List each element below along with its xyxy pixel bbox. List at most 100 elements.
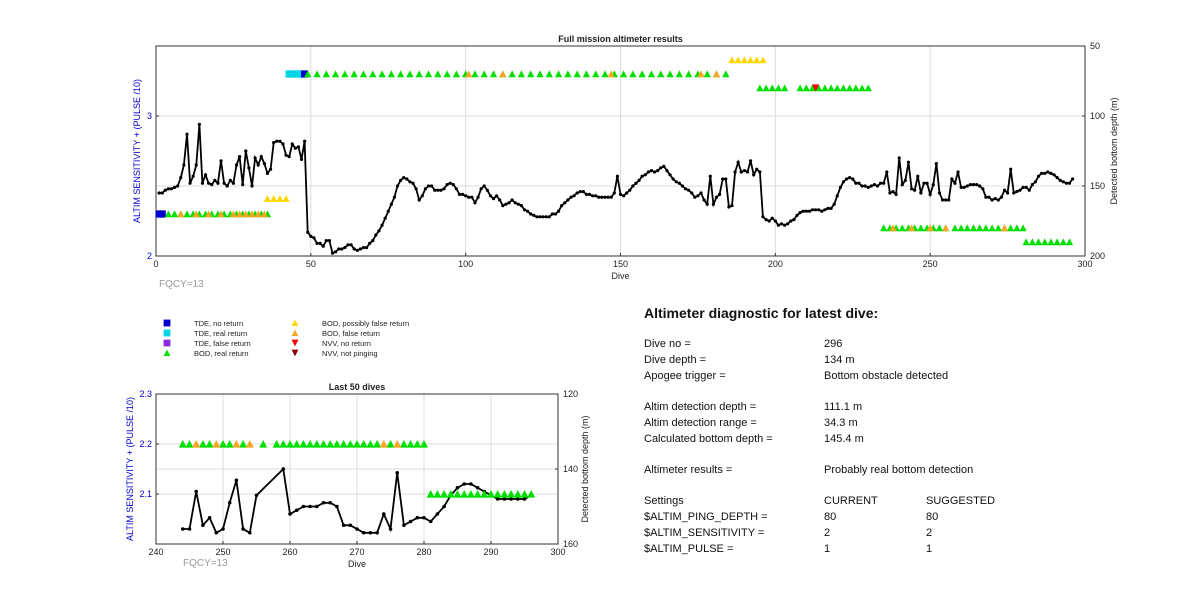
bottom-depth-point xyxy=(519,204,524,208)
marker-bod-real-return xyxy=(988,224,996,232)
bottom-depth-point xyxy=(984,195,988,199)
marker-bod-real-return xyxy=(369,70,377,78)
x-tick-label: 290 xyxy=(483,547,498,557)
marker-bod-real-return xyxy=(359,70,368,78)
bottom-depth-point xyxy=(925,181,929,185)
marker-bod-real-return xyxy=(480,70,488,78)
bottom-depth-point xyxy=(185,132,189,136)
bottom-depth-point xyxy=(470,195,474,199)
bottom-depth-point xyxy=(341,523,346,528)
bottom-depth-point xyxy=(615,174,620,178)
bottom-depth-point xyxy=(717,192,722,196)
bottom-depth-point xyxy=(783,223,787,227)
bottom-depth-point xyxy=(375,530,379,535)
bottom-depth-point xyxy=(181,527,185,531)
bottom-depth-point xyxy=(476,195,480,199)
bottom-depth-point xyxy=(683,187,688,191)
bottom-depth-point xyxy=(875,184,880,188)
fqcy-annotation: FQCY=13 xyxy=(159,279,204,290)
bottom-depth-point xyxy=(213,178,217,182)
bottom-depth-point xyxy=(417,198,421,202)
bottom-depth-point xyxy=(854,181,858,185)
y-right-tick-label: 150 xyxy=(1090,181,1105,191)
x-axis-label: Dive xyxy=(611,271,629,281)
marker-bod-real-return xyxy=(573,70,581,78)
bottom-depth-point xyxy=(207,515,212,520)
marker-bod-real-return xyxy=(313,70,321,78)
bottom-depth-point xyxy=(721,177,725,181)
bottom-depth-point xyxy=(335,504,339,509)
marker-bod-real-return xyxy=(1053,238,1061,246)
marker-bod-real-return xyxy=(453,490,462,498)
bottom-depth-point xyxy=(959,185,963,189)
bottom-depth-point xyxy=(256,163,260,167)
bottom-depth-point xyxy=(318,241,322,245)
bottom-depth-point xyxy=(975,183,979,187)
bottom-depth-point xyxy=(999,195,1003,199)
marker-bod-real-return xyxy=(839,84,848,92)
detection-depth-label: Altim detection depth = xyxy=(644,401,757,413)
marker-bod-real-return xyxy=(774,84,783,92)
bottom-depth-point xyxy=(646,170,650,174)
marker-bod-real-return xyxy=(366,440,375,448)
bottom-depth-point xyxy=(248,530,252,535)
bottom-depth-point xyxy=(526,209,530,213)
x-tick-label: 250 xyxy=(215,547,230,557)
marker-bod-real-return xyxy=(378,70,386,78)
bottom-depth-point xyxy=(888,191,892,195)
bottom-depth-point xyxy=(606,195,610,199)
marker-bod-false-return xyxy=(926,224,934,232)
marker-bod-false-return xyxy=(242,210,250,218)
marker-bod-real-return xyxy=(508,70,516,78)
bottom-depth-point xyxy=(442,187,446,191)
bottom-depth-point xyxy=(900,183,904,187)
bottom-depth-point xyxy=(872,183,877,187)
marker-bod-real-return xyxy=(406,440,415,448)
bottom-depth-point xyxy=(813,208,818,212)
bottom-depth-point xyxy=(420,194,424,198)
bottom-depth-point xyxy=(200,181,205,185)
marker-bod-false-return xyxy=(379,440,388,448)
bottom-depth-point xyxy=(885,170,889,174)
marker-bod-real-return xyxy=(292,440,301,448)
altimeter-results-value: Probably real bottom detection xyxy=(824,464,974,476)
bottom-depth-point xyxy=(1015,190,1019,194)
marker-bod-real-return xyxy=(304,70,312,78)
bottom-depth-point xyxy=(826,206,830,210)
bottom-depth-point xyxy=(1040,171,1044,175)
sensitivity-label: $ALTIM_SENSITIVITY = xyxy=(644,527,765,539)
marker-bod-real-return xyxy=(415,70,423,78)
bottom-depth-point xyxy=(761,215,765,219)
marker-bod-false-return xyxy=(889,224,897,232)
bottom-depth-point xyxy=(544,215,548,219)
marker-bod-real-return xyxy=(1028,238,1036,246)
bottom-depth-point xyxy=(299,157,304,161)
bottom-depth-point xyxy=(597,195,601,199)
bottom-depth-point xyxy=(207,181,211,185)
bottom-depth-point xyxy=(600,195,604,199)
legend-marker xyxy=(163,319,171,327)
marker-bod-real-return xyxy=(545,70,553,78)
marker-bod-possibly-false-return xyxy=(270,195,278,202)
bottom-depth-point xyxy=(361,530,366,535)
marker-bod-real-return xyxy=(666,70,674,78)
bottom-depth-point xyxy=(216,181,220,185)
y-right-tick-label: 100 xyxy=(1090,111,1105,121)
fqcy-annotation: FQCY=13 xyxy=(183,558,228,569)
y-left-axis-label: ALTIM SENSITIVITY + (PULSE /10) xyxy=(125,397,135,541)
bottom-depth-point xyxy=(501,204,505,208)
marker-bod-false-return xyxy=(1000,224,1009,232)
bottom-depth-point xyxy=(618,192,623,196)
bottom-depth-point xyxy=(587,192,592,196)
marker-bod-real-return xyxy=(259,440,268,448)
bottom-depth-point xyxy=(241,183,245,187)
y-right-tick-label: 160 xyxy=(563,539,578,549)
bottom-depth-point xyxy=(507,201,511,205)
bottom-depth-point xyxy=(309,234,313,238)
bottom-depth-point xyxy=(690,191,694,195)
marker-bod-real-return xyxy=(756,84,764,92)
x-tick-label: 300 xyxy=(1077,259,1092,269)
chart-title: Full mission altimeter results xyxy=(558,34,683,44)
bottom-depth-point xyxy=(572,194,576,198)
bottom-depth-point xyxy=(953,181,957,185)
